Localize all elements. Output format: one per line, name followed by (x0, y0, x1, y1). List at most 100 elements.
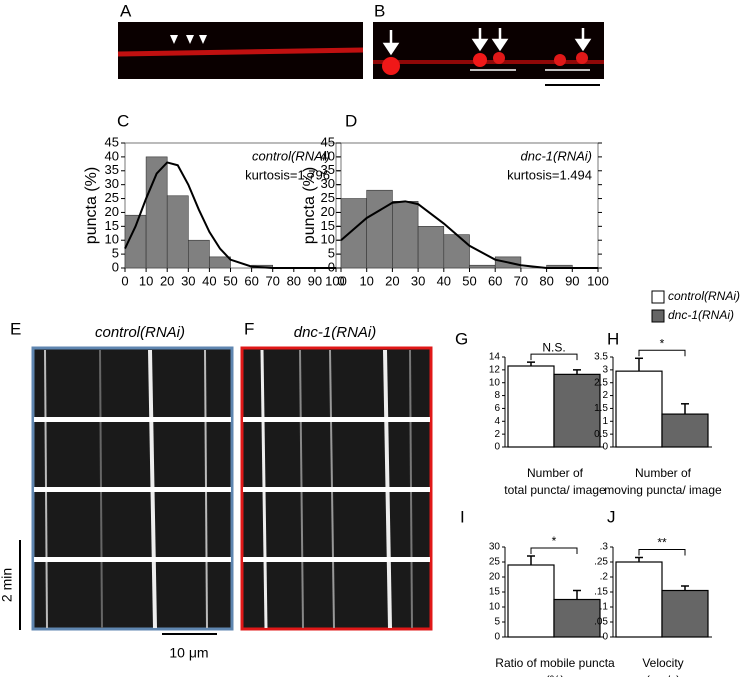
y-tick-label: 3 (602, 364, 608, 375)
arrowheads (170, 35, 207, 44)
y-tick-label: 15 (489, 587, 501, 598)
y-tick-label: 35 (105, 162, 119, 177)
y-axis-label: puncta (%) (83, 167, 100, 244)
puncta (493, 52, 505, 64)
x-tick-label: 80 (287, 273, 301, 288)
x-axis-label: Velocity (642, 656, 683, 670)
panel-label: E (10, 319, 21, 338)
significance-bracket (638, 549, 686, 556)
panel-label: J (607, 507, 616, 526)
legend-swatch (651, 309, 665, 323)
bar (661, 589, 709, 638)
fit-curve (340, 200, 598, 269)
x-tick-label: 90 (565, 273, 579, 288)
bar (553, 598, 601, 638)
kymograph-separators (34, 417, 430, 562)
y-tick-label: 20 (105, 204, 119, 219)
y-tick-label: 15 (105, 218, 119, 233)
x-tick-label: 90 (308, 273, 322, 288)
y-tick-label: 3.5 (594, 352, 608, 363)
y-tick-label: .25 (594, 557, 608, 568)
y-tick-label: .05 (594, 617, 608, 628)
y-tick-label: 45 (321, 134, 335, 149)
time-scale-label: 2 min (0, 568, 15, 602)
x-tick-label: 100 (325, 273, 347, 288)
y-tick-label: 8 (494, 390, 500, 401)
y-tick-label: 30 (321, 176, 335, 191)
legend-swatch (651, 290, 665, 304)
x-tick-label: 60 (488, 273, 502, 288)
x-tick-label: 10 (359, 273, 373, 288)
y-tick-label: 0 (494, 632, 500, 643)
puncta (576, 52, 588, 64)
y-tick-label: 10 (489, 377, 501, 388)
panel-title: dnc-1(RNAi) (294, 324, 377, 341)
bar (661, 413, 709, 448)
x-axis-label: Number of (635, 466, 692, 480)
legend-label: control(RNAi) (668, 289, 740, 303)
y-tick-label: 10 (489, 602, 501, 613)
y-tick-label: .3 (600, 542, 609, 553)
histogram-bar (366, 189, 393, 269)
kurtosis: kurtosis=1.494 (507, 167, 592, 182)
y-tick-label: 20 (321, 204, 335, 219)
length-scale-label: 10 μm (169, 645, 208, 661)
neurite (117, 47, 364, 57)
significance-bracket (530, 547, 578, 554)
y-tick-label: 40 (321, 148, 335, 163)
bar (615, 370, 663, 448)
x-axis-label: Ratio of mobile puncta (495, 656, 615, 670)
y-tick-label: 15 (321, 218, 335, 233)
y-tick-label: 35 (321, 162, 335, 177)
y-tick-label: 40 (105, 148, 119, 163)
y-tick-label: 5 (494, 617, 500, 628)
histogram-bar (188, 239, 210, 269)
y-tick-label: 30 (105, 176, 119, 191)
puncta (473, 53, 487, 67)
panel-label: B (374, 1, 385, 20)
panel-label: G (455, 329, 468, 348)
significance-bracket (638, 349, 686, 357)
y-tick-label: 5 (328, 246, 335, 261)
y-tick-label: 45 (105, 134, 119, 149)
x-tick-label: 40 (202, 273, 216, 288)
y-tick-label: 25 (489, 557, 501, 568)
legend-label: dnc-1(RNAi) (668, 308, 734, 322)
y-tick-label: 1.5 (594, 403, 608, 414)
y-tick-label: 2 (602, 390, 608, 401)
y-tick-label: 25 (321, 190, 335, 205)
histogram-bar (392, 201, 419, 269)
panel-label: A (120, 1, 132, 20)
x-tick-label: 30 (411, 273, 425, 288)
x-tick-label: 40 (437, 273, 451, 288)
panel-title: control(RNAi) (95, 324, 185, 341)
y-tick-label: 1 (602, 416, 608, 427)
y-tick-label: 10 (321, 232, 335, 247)
panel-label: C (117, 111, 129, 130)
x-tick-label: 0 (121, 273, 128, 288)
x-tick-label: 20 (160, 273, 174, 288)
x-tick-label: 50 (223, 273, 237, 288)
puncta (382, 57, 400, 75)
x-tick-label: 100 (587, 273, 609, 288)
y-tick-label: 25 (105, 190, 119, 205)
histogram-bar (443, 234, 470, 269)
y-tick-label: 0 (602, 442, 608, 453)
puncta (554, 54, 566, 66)
y-tick-label: 0 (112, 259, 119, 274)
bar (507, 365, 555, 448)
histogram-bar (469, 264, 496, 269)
y-tick-label: 5 (112, 246, 119, 261)
x-tick-label: 20 (385, 273, 399, 288)
significance-bracket (530, 353, 578, 361)
y-tick-label: 0 (328, 259, 335, 274)
significance: * (552, 534, 557, 548)
y-tick-label: 2 (494, 429, 500, 440)
x-tick-label: 70 (265, 273, 279, 288)
y-tick-label: .1 (600, 602, 609, 613)
bar (615, 561, 663, 638)
x-axis-label: Number of (527, 466, 584, 480)
significance: ** (657, 536, 667, 550)
y-tick-label: 10 (105, 232, 119, 247)
